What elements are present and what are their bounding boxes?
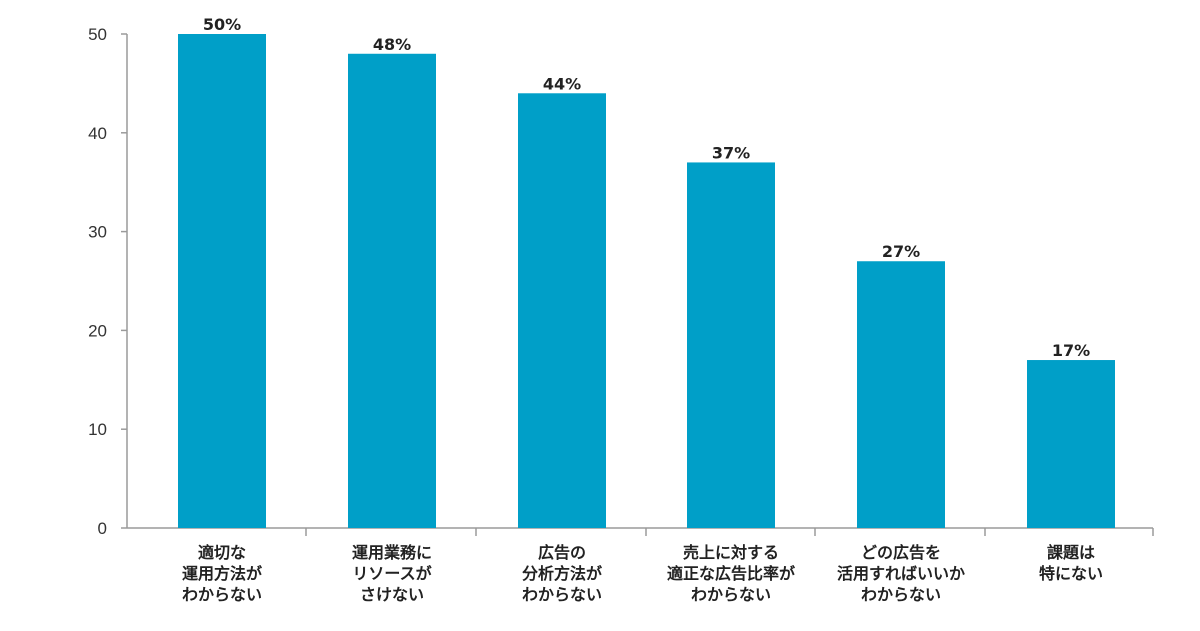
data-label: 27%	[882, 242, 920, 261]
bar	[1027, 360, 1115, 528]
category-label-line: リソースが	[352, 564, 431, 583]
category-label-line: わからない	[691, 585, 771, 604]
category-label-line: 課題は	[1047, 543, 1095, 562]
category-label-line: 運用方法が	[182, 564, 262, 583]
category-label: 売上に対する適正な広告比率がわからない	[667, 543, 795, 604]
data-label: 50%	[203, 15, 241, 34]
x-axis	[127, 527, 1154, 536]
y-tick-label: 50	[88, 25, 107, 44]
category-label-line: 運用業務に	[352, 543, 432, 562]
y-tick-label: 10	[88, 420, 107, 439]
y-tick-label: 0	[98, 519, 107, 538]
y-axis: 0 10 20 30 40 50	[88, 25, 128, 538]
category-label-line: さけない	[360, 585, 424, 604]
category-label-line: 適正な広告比率が	[667, 564, 795, 583]
category-label: 適切な運用方法がわからない	[182, 543, 262, 604]
data-label: 17%	[1052, 341, 1090, 360]
category-label-line: どの広告を	[861, 543, 941, 562]
category-label-line: 活用すればいいか	[837, 564, 965, 583]
category-label-line: 適切な	[198, 543, 246, 562]
category-label-line: わからない	[522, 585, 602, 604]
data-label: 48%	[373, 35, 411, 54]
data-label: 37%	[712, 143, 750, 162]
category-label: どの広告を活用すればいいかわからない	[837, 543, 965, 604]
bar	[687, 162, 775, 528]
bar	[178, 34, 266, 528]
category-labels: 適切な運用方法がわからない 運用業務にリソースがさけない 広告の分析方法がわからない…	[182, 543, 1103, 604]
y-tick-label: 30	[88, 223, 107, 242]
y-tick-label: 20	[88, 321, 107, 340]
category-label: 広告の分析方法がわからない	[522, 543, 602, 604]
bar	[518, 93, 606, 528]
bars	[178, 34, 1115, 528]
category-label-line: 売上に対する	[683, 543, 779, 562]
category-label: 運用業務にリソースがさけない	[352, 543, 432, 604]
category-label-line: わからない	[861, 585, 941, 604]
category-label-line: 広告の	[538, 543, 586, 562]
y-tick-label: 40	[88, 124, 107, 143]
data-labels: 50% 48% 44% 37% 27% 17%	[203, 15, 1090, 360]
category-label-line: 分析方法が	[522, 564, 602, 583]
bar	[857, 261, 945, 528]
category-label-line: わからない	[182, 585, 262, 604]
category-label: 課題は特にない	[1039, 543, 1103, 583]
category-label-line: 特にない	[1039, 564, 1103, 583]
data-label: 44%	[543, 74, 581, 93]
bar	[348, 53, 436, 528]
